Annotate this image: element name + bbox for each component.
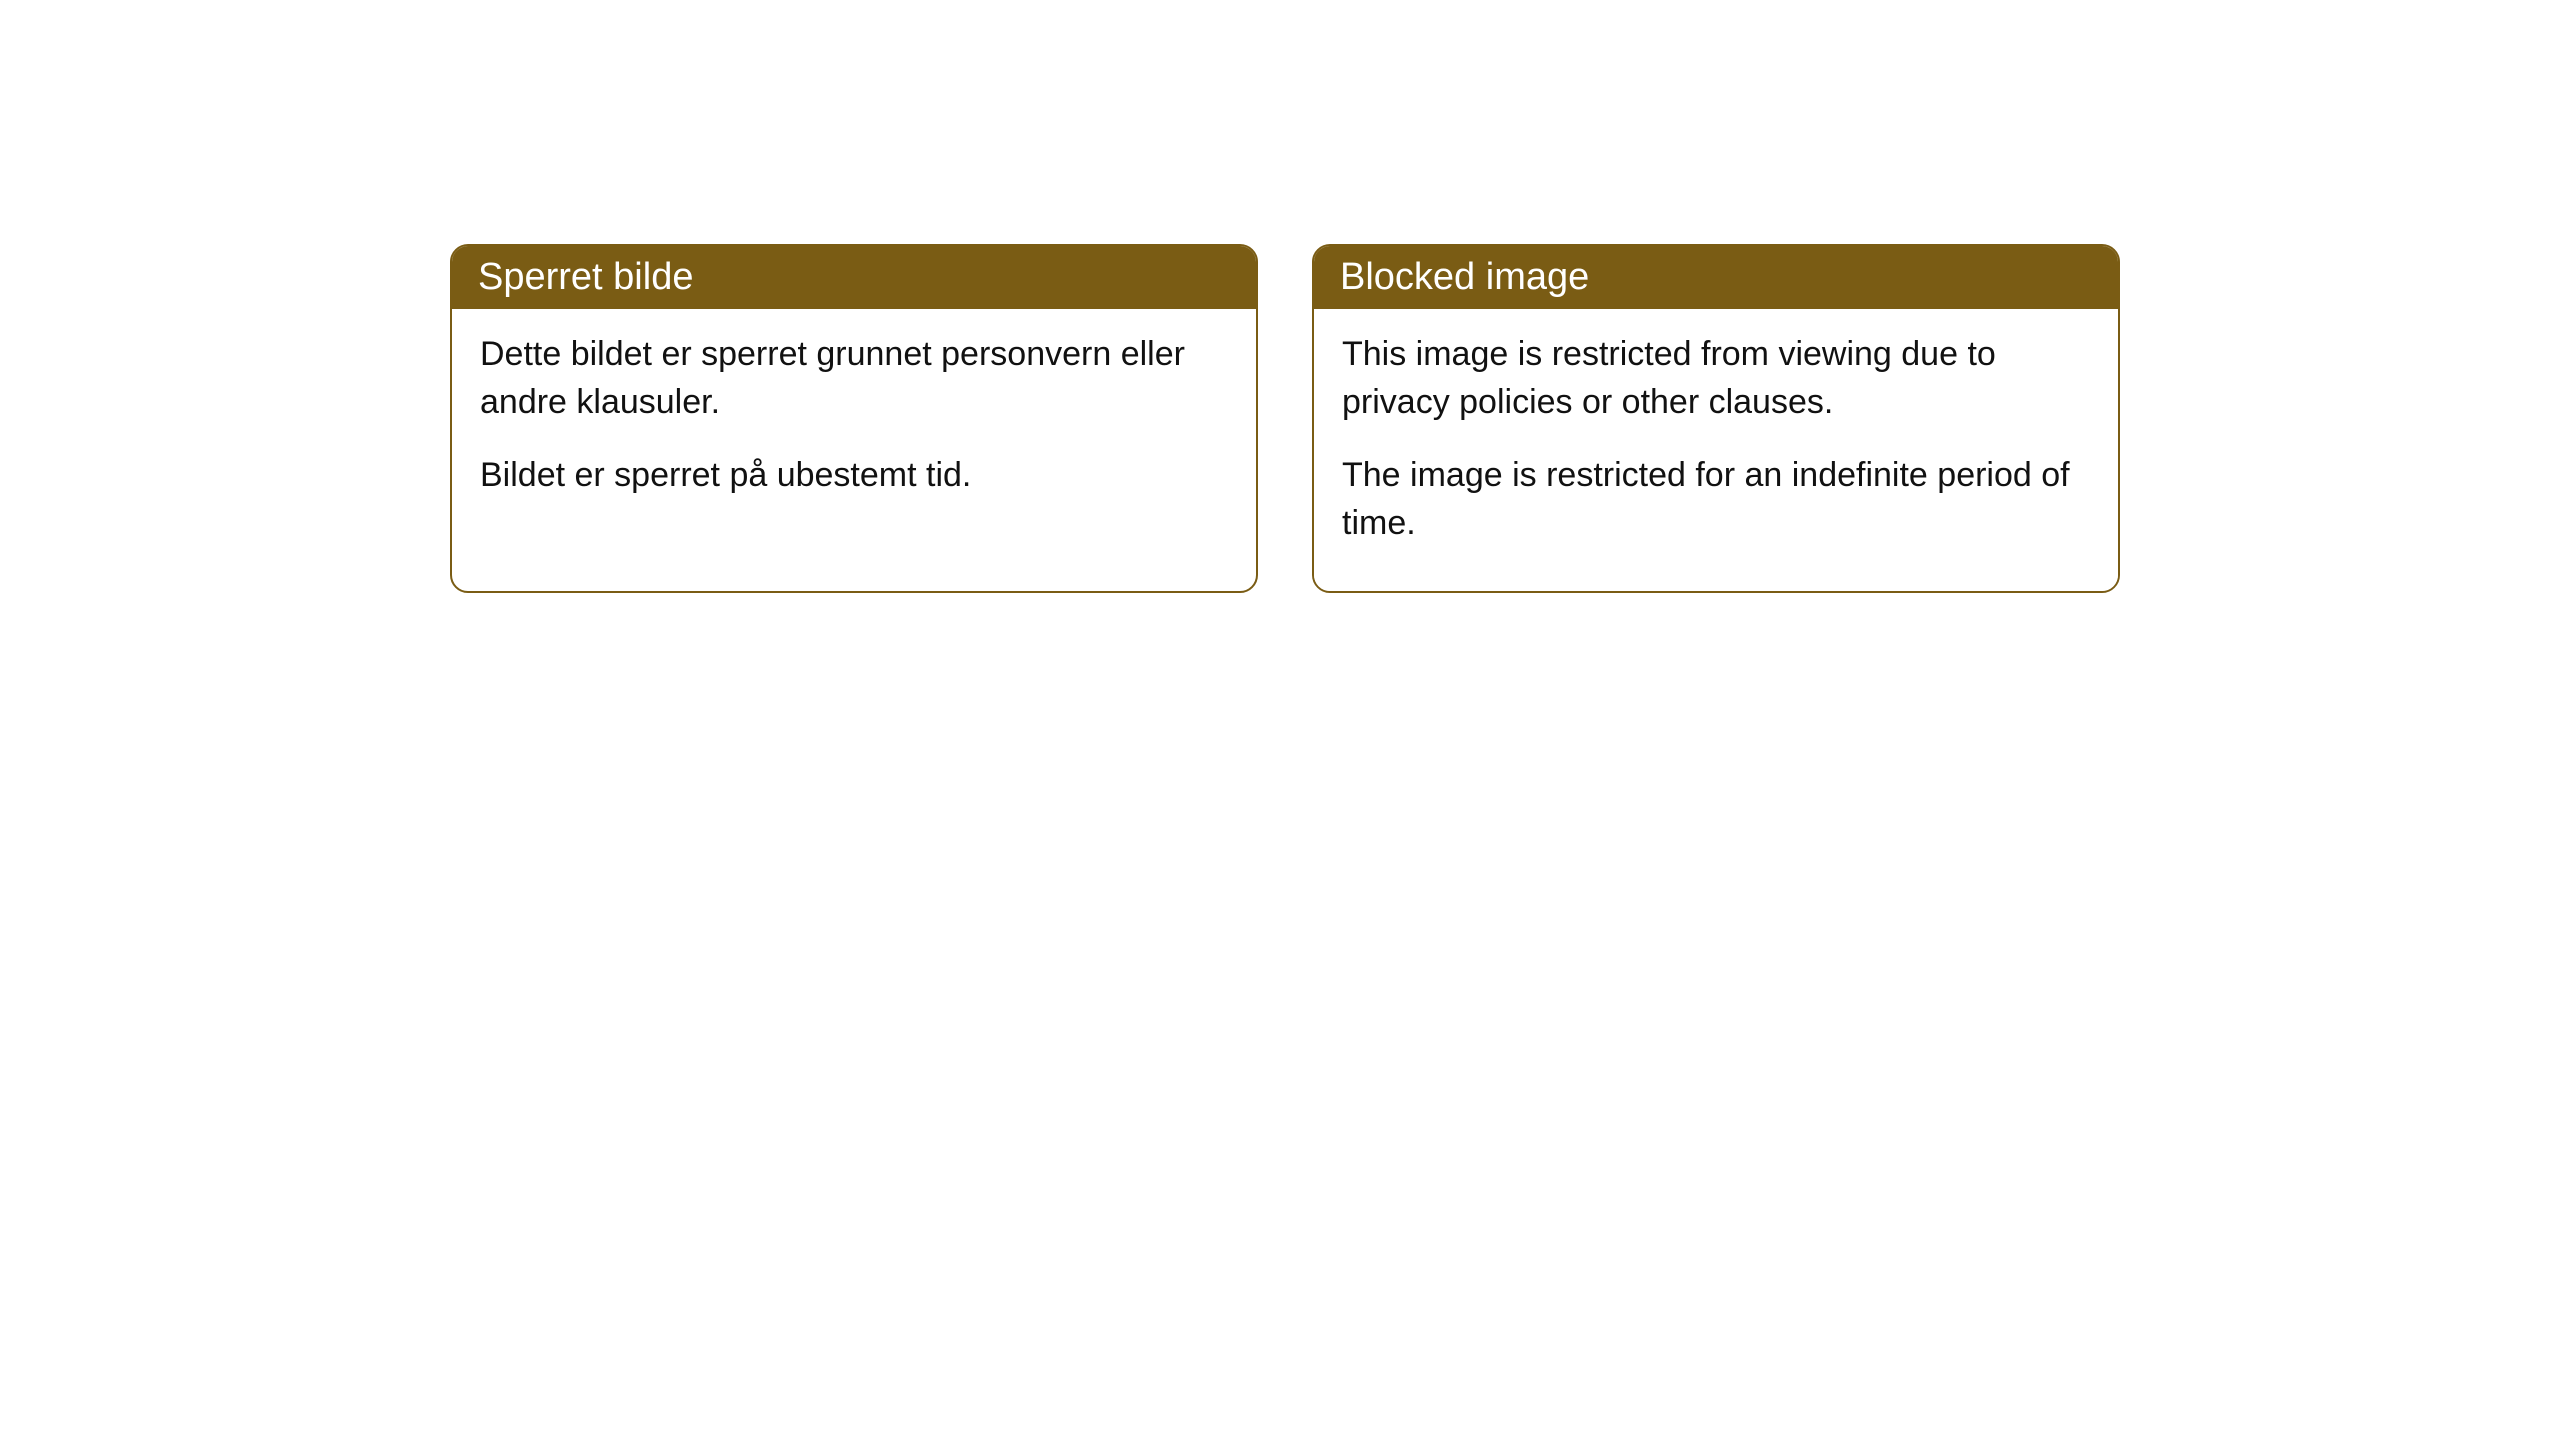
card-paragraph2-english: The image is restricted for an indefinit… <box>1342 452 2090 547</box>
card-paragraph1-english: This image is restricted from viewing du… <box>1342 331 2090 426</box>
card-paragraph2-norwegian: Bildet er sperret på ubestemt tid. <box>480 452 1228 500</box>
card-title-english: Blocked image <box>1340 256 1589 298</box>
card-body-norwegian: Dette bildet er sperret grunnet personve… <box>452 309 1256 544</box>
card-paragraph1-norwegian: Dette bildet er sperret grunnet personve… <box>480 331 1228 426</box>
card-title-norwegian: Sperret bilde <box>478 256 693 298</box>
card-body-english: This image is restricted from viewing du… <box>1314 309 2118 591</box>
card-norwegian: Sperret bilde Dette bildet er sperret gr… <box>450 244 1258 593</box>
card-header-english: Blocked image <box>1314 246 2118 309</box>
card-english: Blocked image This image is restricted f… <box>1312 244 2120 593</box>
card-header-norwegian: Sperret bilde <box>452 246 1256 309</box>
cards-container: Sperret bilde Dette bildet er sperret gr… <box>450 244 2120 593</box>
